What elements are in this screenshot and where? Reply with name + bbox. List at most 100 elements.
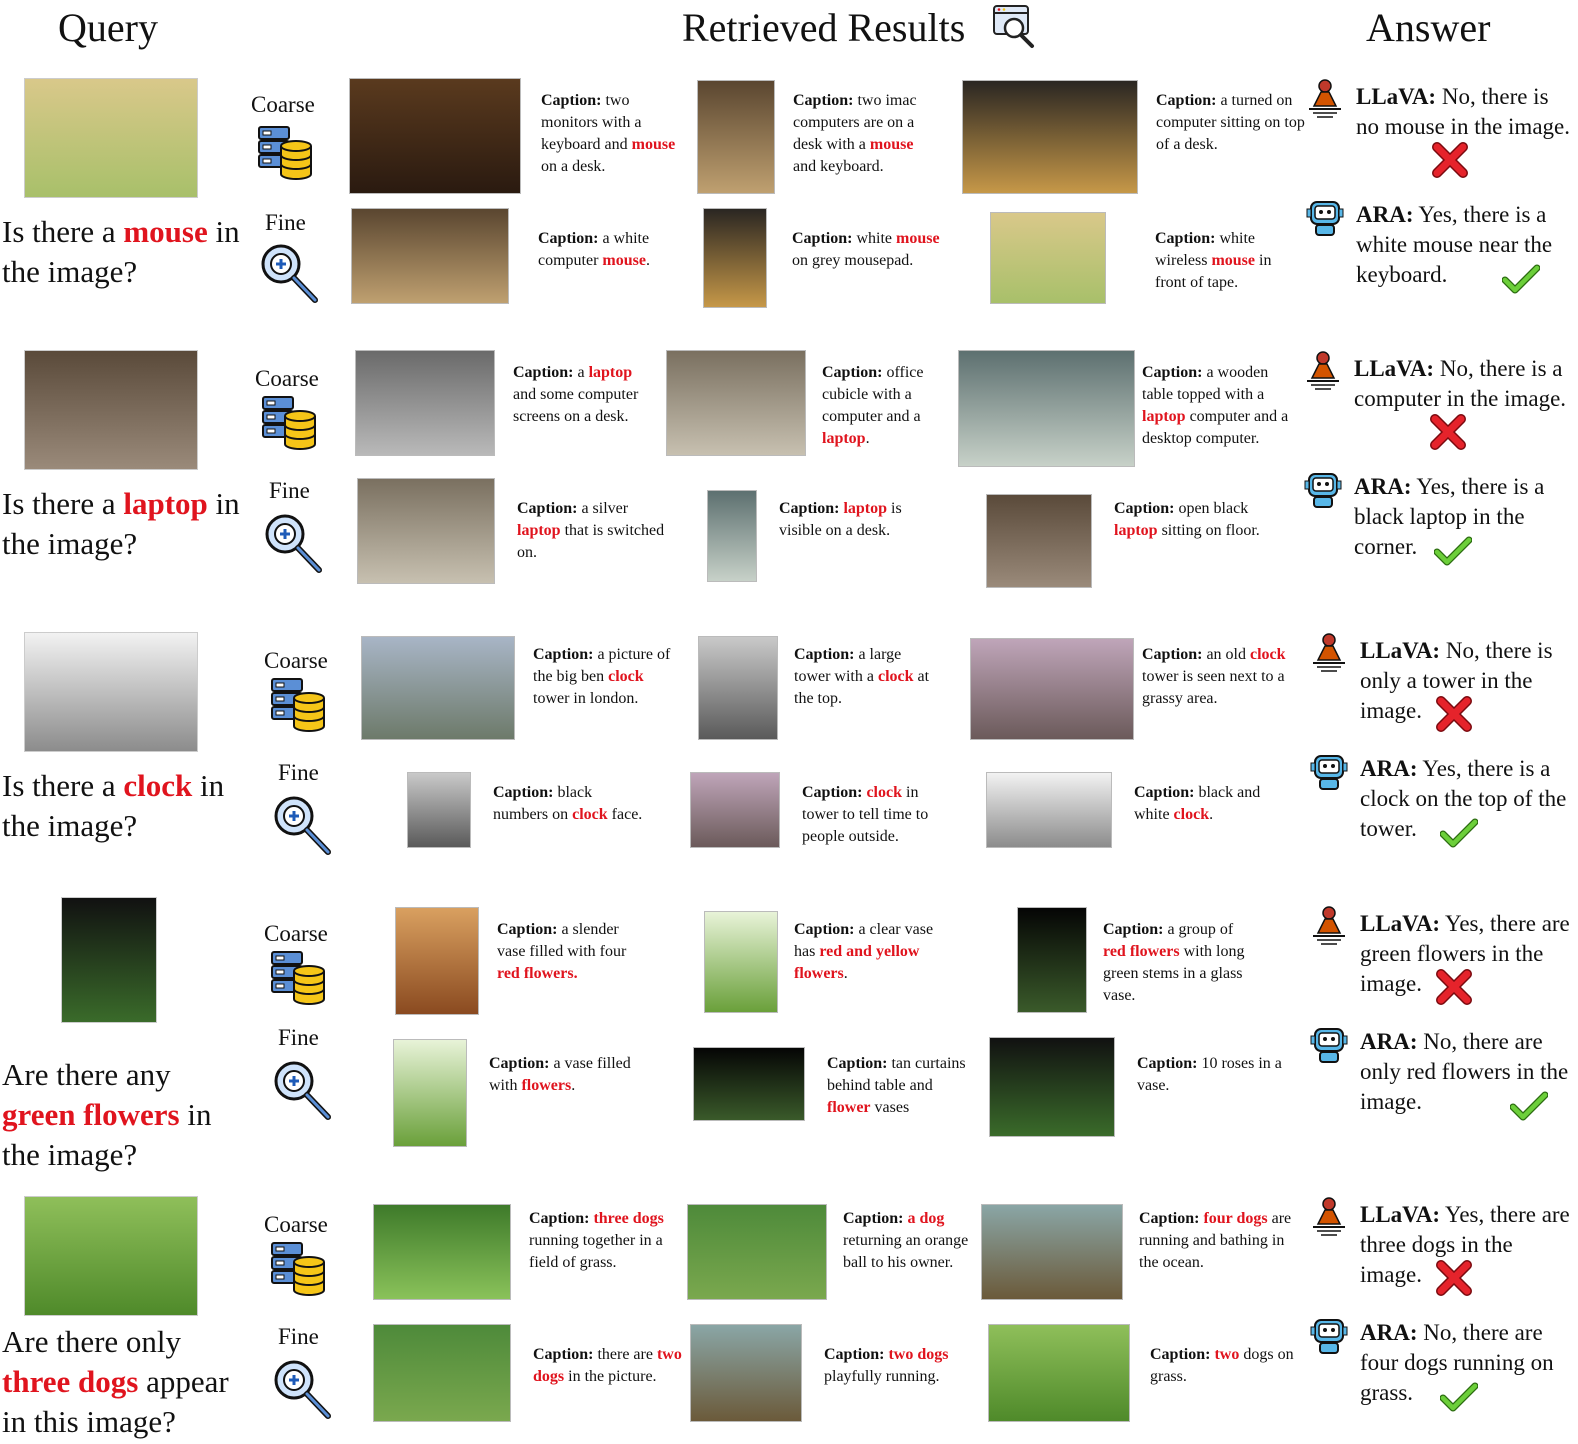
- caption-label: Caption:: [538, 230, 598, 247]
- caption-keyword: mouse: [1211, 252, 1255, 269]
- big-ben-photo: [25, 633, 197, 751]
- office-cubicle-photo: [667, 351, 805, 455]
- caption: Caption: a silver laptop that is switche…: [517, 498, 667, 564]
- llava-wrong-mark: [1436, 1260, 1472, 1301]
- caption-label: Caption:: [1103, 921, 1163, 938]
- caption-label: Caption:: [513, 364, 573, 381]
- query-question: Are there any green flowers in the image…: [2, 1055, 247, 1175]
- caption-text: and some computer screens on a desk.: [513, 386, 638, 425]
- zoom-in-magnifier-icon: [257, 240, 321, 306]
- caption-keyword: red flowers.: [497, 965, 578, 982]
- fine-label: Fine: [269, 478, 310, 504]
- correct-check-icon: [1440, 1382, 1478, 1412]
- coarse-label: Coarse: [264, 921, 328, 947]
- caption: Caption: a dog returning an orange ball …: [843, 1208, 983, 1274]
- caption-keyword: mouse: [896, 230, 940, 247]
- desktop-computer-photo: [25, 79, 197, 197]
- caption-label: Caption:: [489, 1055, 549, 1072]
- llava-wrong-mark: [1436, 696, 1472, 737]
- caption-keyword: mouse: [632, 136, 676, 153]
- ara-name: ARA:: [1356, 202, 1414, 227]
- pixelated-clock-crop: [987, 773, 1111, 847]
- fine-result-image: [989, 1037, 1115, 1137]
- coarse-result-image: [355, 350, 495, 456]
- office-desk-photo: [25, 351, 197, 469]
- query-block-1: Is there a mouse in the image? Coarse Fin…: [0, 78, 1578, 358]
- caption: Caption: there are two dogs in the pictu…: [533, 1344, 683, 1388]
- caption-keyword: laptop: [1142, 408, 1186, 425]
- fine-result-image: [351, 208, 509, 304]
- llava-volcano-icon: [1310, 905, 1348, 945]
- caption: Caption: two imac computers are on a des…: [793, 90, 933, 178]
- caption-text: a group of: [1167, 921, 1233, 938]
- llava-volcano-icon: [1310, 632, 1348, 672]
- caption-text: there are: [597, 1346, 657, 1363]
- coarse-icon-wrap: [257, 124, 319, 187]
- wireless-mouse-crop: [991, 213, 1105, 303]
- query-block-2: Is there a laptop in the image? Coarse Fi…: [0, 350, 1578, 630]
- coarse-icon-wrap: [270, 949, 332, 1012]
- coarse-label: Coarse: [264, 648, 328, 674]
- coarse-result-image: [962, 80, 1138, 194]
- llava-icon-wrap: [1310, 632, 1348, 677]
- imac-desk-photo: [698, 81, 774, 193]
- caption-keyword: red flowers: [1103, 943, 1180, 960]
- caption-label: Caption:: [1114, 500, 1174, 517]
- query-header: Query: [58, 4, 158, 52]
- retrieved-header: Retrieved Results: [682, 4, 965, 52]
- caption-label: Caption:: [1150, 1346, 1210, 1363]
- caption-text: a silver: [581, 500, 628, 517]
- caption-label: Caption:: [1142, 646, 1202, 663]
- caption-label: Caption:: [541, 92, 601, 109]
- caption-text: face.: [608, 806, 643, 823]
- query-image: [61, 897, 157, 1023]
- caption-keyword: clock: [1174, 806, 1210, 823]
- caption-keyword: clock: [572, 806, 608, 823]
- caption: Caption: white mouse on grey mousepad.: [792, 228, 942, 272]
- caption-text: tower is seen next to a grassy area.: [1142, 668, 1285, 707]
- dog-ball-photo: [688, 1205, 826, 1299]
- coarse-label: Coarse: [251, 92, 315, 118]
- database-server-icon: [261, 394, 323, 452]
- caption-text: open black: [1178, 500, 1248, 517]
- fine-label: Fine: [278, 760, 319, 786]
- caption: Caption: laptop is visible on a desk.: [779, 498, 929, 542]
- fine-result-image: [988, 1324, 1130, 1422]
- caption: Caption: two monitors with a keyboard an…: [541, 90, 681, 178]
- fine-result-image: [690, 772, 780, 848]
- query-question: Are there only three dogs appear in this…: [2, 1322, 247, 1442]
- coarse-icon-wrap: [270, 1240, 332, 1303]
- caption-text: .: [866, 430, 870, 447]
- caption-text: .: [1209, 806, 1213, 823]
- fine-icon-wrap: [257, 240, 321, 311]
- caption-label: Caption:: [493, 784, 553, 801]
- coarse-result-image: [395, 907, 479, 1015]
- llava-volcano-icon: [1306, 78, 1344, 118]
- question-text: Is there a: [2, 486, 123, 521]
- fine-result-image: [990, 212, 1106, 304]
- dual-monitor-desk-photo: [350, 79, 520, 193]
- coarse-result-image: [349, 78, 521, 194]
- caption-label: Caption:: [794, 646, 854, 663]
- query-block-4: Are there any green flowers in the image…: [0, 905, 1578, 1185]
- question-keyword: mouse: [123, 214, 207, 249]
- llava-volcano-icon: [1310, 1196, 1348, 1236]
- coarse-result-image: [666, 350, 806, 456]
- ara-robot-icon: [1310, 1316, 1348, 1356]
- caption: Caption: a wooden table topped with a la…: [1142, 362, 1298, 450]
- llava-name: LLaVA:: [1360, 911, 1440, 936]
- fine-result-image: [690, 1324, 802, 1422]
- llava-icon-wrap: [1304, 350, 1342, 395]
- ara-icon-wrap: [1306, 198, 1344, 243]
- question-text: Are there any: [2, 1057, 171, 1092]
- fine-result-image: [393, 1039, 467, 1147]
- desk-screens-photo: [356, 351, 494, 455]
- coarse-label: Coarse: [255, 366, 319, 392]
- caption: Caption: a laptop and some computer scre…: [513, 362, 653, 428]
- caption-text: tower in london.: [533, 690, 638, 707]
- zoom-in-magnifier-icon: [270, 1356, 334, 1422]
- query-image: [24, 632, 198, 752]
- ara-robot-icon: [1310, 752, 1348, 792]
- caption: Caption: a turned on computer sitting on…: [1156, 90, 1312, 156]
- caption-keyword: a dog: [907, 1210, 944, 1227]
